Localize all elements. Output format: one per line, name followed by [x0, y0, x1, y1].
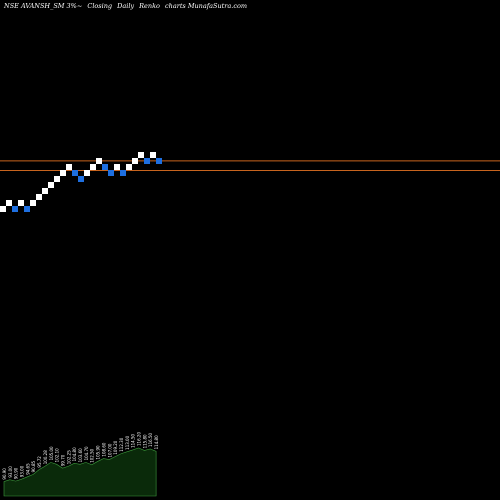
- volume-label-21: 112.30: [119, 437, 124, 451]
- renko-brick-18: [102, 164, 108, 170]
- renko-brick-7: [36, 194, 42, 200]
- volume-label-26: 116.50: [148, 433, 153, 447]
- title-credit: charts MunafaSutra.com: [165, 2, 248, 10]
- volume-label-20: 109.20: [113, 440, 118, 454]
- volume-label-27: 114.80: [154, 435, 159, 449]
- volume-label-24: 116.20: [137, 432, 142, 446]
- chart-title: NSE AVANSH_SM 3%~ Closing Daily Renko ch…: [4, 2, 250, 10]
- title-chart-kind: Renko: [139, 2, 160, 10]
- renko-brick-15: [84, 170, 90, 176]
- renko-brick-13: [72, 170, 78, 176]
- volume-label-2: 93.00: [8, 466, 13, 478]
- renko-brick-17: [96, 158, 102, 164]
- renko-brick-24: [138, 152, 144, 158]
- volume-label-22: 113.00: [125, 435, 130, 449]
- volume-label-5: 94.65: [25, 463, 30, 475]
- volume-label-10: 102.10: [55, 448, 60, 462]
- volume-label-18: 108.60: [101, 442, 106, 456]
- renko-brick-8: [42, 188, 48, 194]
- renko-brick-25: [144, 158, 150, 164]
- renko-brick-20: [114, 164, 120, 170]
- renko-brick-12: [66, 164, 72, 170]
- renko-brick-23: [132, 158, 138, 164]
- volume-label-3: 90.90: [14, 467, 19, 479]
- renko-brick-9: [48, 182, 54, 188]
- renko-brick-6: [30, 200, 36, 206]
- volume-label-4: 93.00: [20, 465, 25, 477]
- renko-brick-19: [108, 170, 114, 176]
- volume-label-1: 90.90: [2, 468, 7, 480]
- volume-label-11: 99.70: [61, 454, 66, 466]
- title-symbol: NSE AVANSH_SM 3%~: [4, 2, 83, 10]
- renko-brick-27: [156, 158, 162, 164]
- volume-label-16: 102.50: [90, 448, 95, 462]
- volume-label-12: 102.25: [66, 450, 71, 464]
- renko-bricks: [0, 152, 162, 212]
- renko-brick-11: [60, 170, 66, 176]
- volume-area: [3, 447, 157, 497]
- renko-brick-16: [90, 164, 96, 170]
- reference-lines: [0, 160, 500, 171]
- title-series-type: Closing: [87, 2, 113, 10]
- volume-label-7: 95.72: [37, 456, 42, 468]
- volume-label-9: 105.00: [49, 446, 54, 460]
- volume-label-17: 105.90: [96, 445, 101, 459]
- volume-label-19: 107.00: [107, 443, 112, 457]
- volume-label-6: 90.85: [31, 460, 36, 472]
- volume-label-8: 100.28: [43, 450, 48, 464]
- volume-label-23: 114.50: [131, 433, 136, 447]
- renko-brick-14: [78, 176, 84, 182]
- renko-brick-21: [120, 170, 126, 176]
- title-frequency: Daily: [117, 2, 135, 10]
- renko-brick-3: [12, 206, 18, 212]
- renko-brick-4: [18, 200, 24, 206]
- volume-label-15: 104.70: [84, 446, 89, 460]
- volume-label-14: 103.60: [78, 448, 83, 462]
- volume-label-13: 104.80: [72, 447, 77, 461]
- renko-brick-22: [126, 164, 132, 170]
- renko-brick-2: [6, 200, 12, 206]
- renko-brick-26: [150, 152, 156, 158]
- volume-label-25: 115.80: [142, 434, 147, 448]
- renko-brick-1: [0, 206, 6, 212]
- volume-panel: 90.90 93.00 90.90 93.00 94.65 90.85 95.72 100.2…: [2, 432, 159, 497]
- renko-brick-5: [24, 206, 30, 212]
- renko-brick-10: [54, 176, 60, 182]
